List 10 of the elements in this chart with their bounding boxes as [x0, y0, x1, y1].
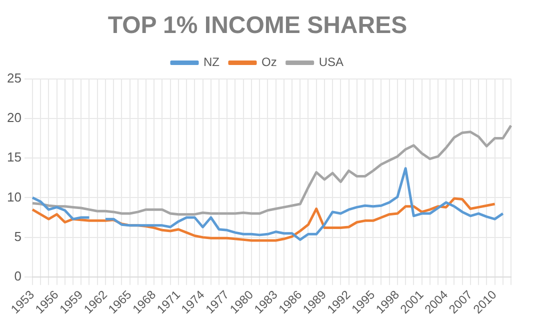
y-tick-label: 0	[14, 268, 22, 284]
y-tick-label: 5	[14, 228, 22, 244]
y-tick-label: 15	[6, 150, 22, 165]
legend-label: NZ	[204, 55, 220, 70]
legend-label: Oz	[261, 55, 277, 70]
chart-title: TOP 1% INCOME SHARES	[108, 12, 408, 40]
y-tick-label: 25	[6, 70, 22, 86]
y-tick-label: 10	[6, 189, 22, 204]
y-tick-label: 20	[6, 110, 22, 126]
legend-label: USA	[318, 55, 344, 70]
